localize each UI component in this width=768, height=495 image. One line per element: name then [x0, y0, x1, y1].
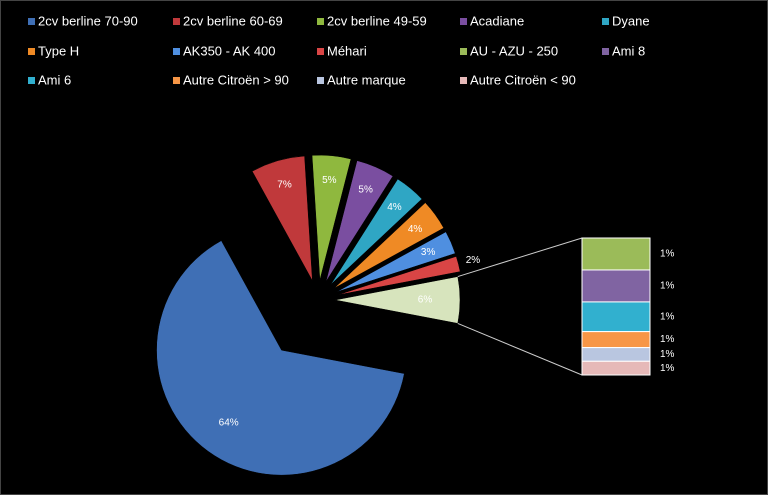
- legend-label: AK350 - AK 400: [183, 43, 276, 58]
- legend-label: AU - AZU - 250: [470, 43, 558, 58]
- data-label: 1%: [660, 334, 675, 345]
- pie-slice: [334, 202, 445, 289]
- bar-segment: [581, 360, 651, 376]
- connector-line: [457, 237, 583, 278]
- legend-swatch: [460, 48, 467, 55]
- legend-swatch: [602, 48, 609, 55]
- legend-label: Dyane: [612, 13, 650, 28]
- data-label: 1%: [660, 349, 675, 360]
- data-label: 1%: [660, 249, 675, 260]
- pie-slice: [330, 178, 423, 285]
- bar-segment: [581, 347, 651, 362]
- pie-slice: [311, 154, 352, 281]
- connector-line: [457, 322, 583, 376]
- legend-swatch: [317, 18, 324, 25]
- legend-swatch: [460, 77, 467, 84]
- pie-slice: [156, 240, 405, 476]
- legend-swatch: [28, 48, 35, 55]
- data-label: 64%: [219, 418, 239, 429]
- data-label: 4%: [408, 224, 423, 235]
- legend-label: Ami 8: [612, 43, 645, 58]
- data-label: 1%: [660, 281, 675, 292]
- legend-swatch: [28, 77, 35, 84]
- pie-slice: [325, 160, 394, 282]
- bar-segment: [581, 237, 651, 271]
- pie-slice: [336, 231, 456, 293]
- legend-swatch: [460, 18, 467, 25]
- legend-swatch: [173, 18, 180, 25]
- legend-swatch: [317, 48, 324, 55]
- data-label: 4%: [387, 202, 402, 213]
- bar-segment: [581, 301, 651, 333]
- data-label: 1%: [660, 363, 675, 374]
- legend-label: Autre marque: [327, 72, 406, 87]
- pie-slice: [337, 256, 461, 296]
- pie-slice: [334, 276, 461, 324]
- legend-label: 2cv berline 49-59: [327, 13, 427, 28]
- data-label: 6%: [418, 295, 433, 306]
- legend-label: 2cv berline 60-69: [183, 13, 283, 28]
- data-label: 5%: [358, 185, 373, 196]
- data-label: 2%: [466, 255, 481, 266]
- data-label: 7%: [277, 179, 292, 190]
- legend-label: 2cv berline 70-90: [38, 13, 138, 28]
- bar-segment: [581, 331, 651, 349]
- bar-segment: [581, 269, 651, 303]
- data-label: 1%: [660, 311, 675, 322]
- legend-label: Type H: [38, 43, 79, 58]
- legend-swatch: [173, 77, 180, 84]
- data-label: 5%: [322, 175, 337, 186]
- legend-swatch: [317, 77, 324, 84]
- legend-label: Ami 6: [38, 72, 71, 87]
- data-label: 3%: [421, 247, 436, 258]
- pie-slice: [251, 155, 313, 281]
- legend-swatch: [28, 18, 35, 25]
- legend-label: Autre Citroën > 90: [183, 72, 289, 87]
- legend-label: Autre Citroën < 90: [470, 72, 576, 87]
- legend-swatch: [173, 48, 180, 55]
- legend-label: Méhari: [327, 43, 367, 58]
- legend-label: Acadiane: [470, 13, 524, 28]
- legend-swatch: [602, 18, 609, 25]
